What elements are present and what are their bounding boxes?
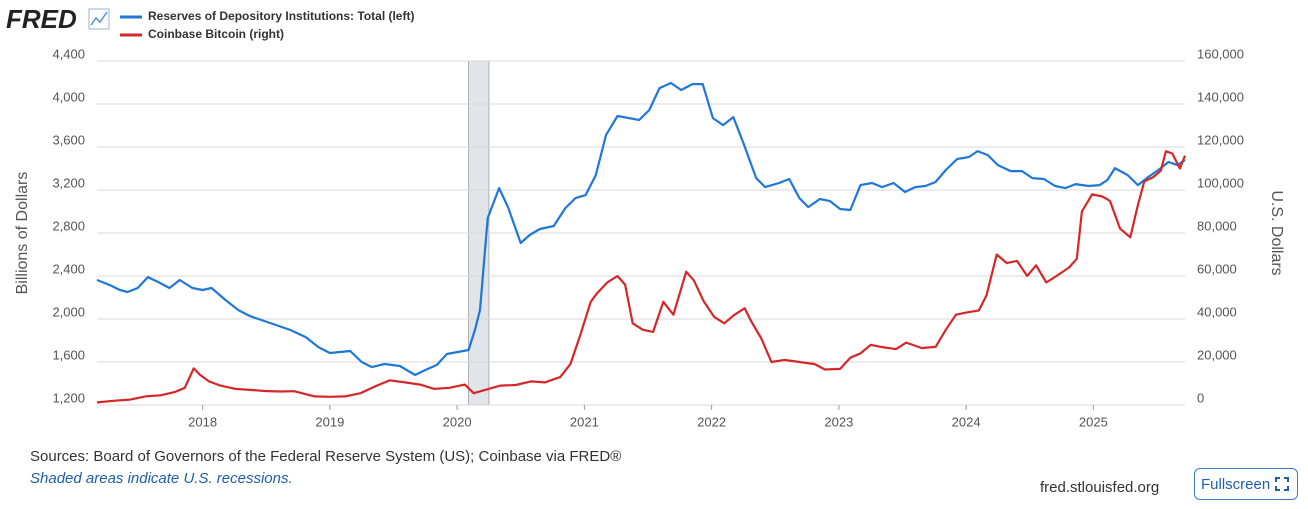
source: Sources: Board of Governors of the Feder… — [30, 448, 622, 465]
y-tick-label: 4,400 — [52, 46, 85, 61]
fullscreen-icon[interactable] — [1274, 476, 1290, 492]
fullscreen-button[interactable]: Fullscreen — [1194, 468, 1298, 500]
x-tick-label: 2025 — [1079, 414, 1108, 429]
x-tick-label: 2021 — [570, 414, 599, 429]
chart: FRED Billions of Dollars U.S. Dollars 1,… — [6, 4, 1285, 429]
y2-tick-label: 140,000 — [1197, 89, 1244, 104]
y2-tick-label: 40,000 — [1197, 304, 1237, 319]
x-tick-label: 2019 — [315, 414, 344, 429]
y-tick-label: 1,200 — [52, 390, 85, 405]
x-tick-label: 2024 — [952, 414, 981, 429]
y2-tick-label: 160,000 — [1197, 46, 1244, 61]
y2-tick-label: 120,000 — [1197, 132, 1244, 147]
y2-tick-label: 20,000 — [1197, 347, 1237, 362]
y2-tick-label: 80,000 — [1197, 218, 1237, 233]
legend-label: Coinbase Bitcoin (right) — [148, 27, 284, 41]
y2-tick-label: 0 — [1197, 390, 1204, 405]
x-tick-label: 2018 — [188, 414, 217, 429]
y-tick-label: 3,200 — [52, 175, 85, 190]
logo: FRED — [6, 4, 77, 34]
y-tick-label: 2,400 — [52, 261, 85, 276]
y-axis-label: Billions of Dollars — [14, 172, 31, 295]
series-line — [96, 150, 1187, 404]
y2-tick-label: 100,000 — [1197, 175, 1244, 190]
recession-note: Shaded areas indicate U.S. recessions. — [30, 470, 293, 487]
y-tick-label: 2,800 — [52, 218, 85, 233]
x-tick-label: 2023 — [824, 414, 853, 429]
y-tick-label: 1,600 — [52, 347, 85, 362]
series-line — [96, 81, 1186, 377]
x-tick-label: 2022 — [697, 414, 726, 429]
y-tick-label: 2,000 — [52, 304, 85, 319]
site-link: fred.stlouisfed.org — [1040, 479, 1160, 496]
y2-tick-label: 60,000 — [1197, 261, 1237, 276]
button-label[interactable]: Fullscreen — [1201, 475, 1271, 493]
y2-axis-label: U.S. Dollars — [1268, 190, 1285, 275]
logo-icon — [88, 8, 110, 30]
y-tick-label: 3,600 — [52, 132, 85, 147]
y-tick-label: 4,000 — [52, 89, 85, 104]
x-tick-label: 2020 — [443, 414, 472, 429]
legend-label: Reserves of Depository Institutions: Tot… — [148, 9, 414, 23]
